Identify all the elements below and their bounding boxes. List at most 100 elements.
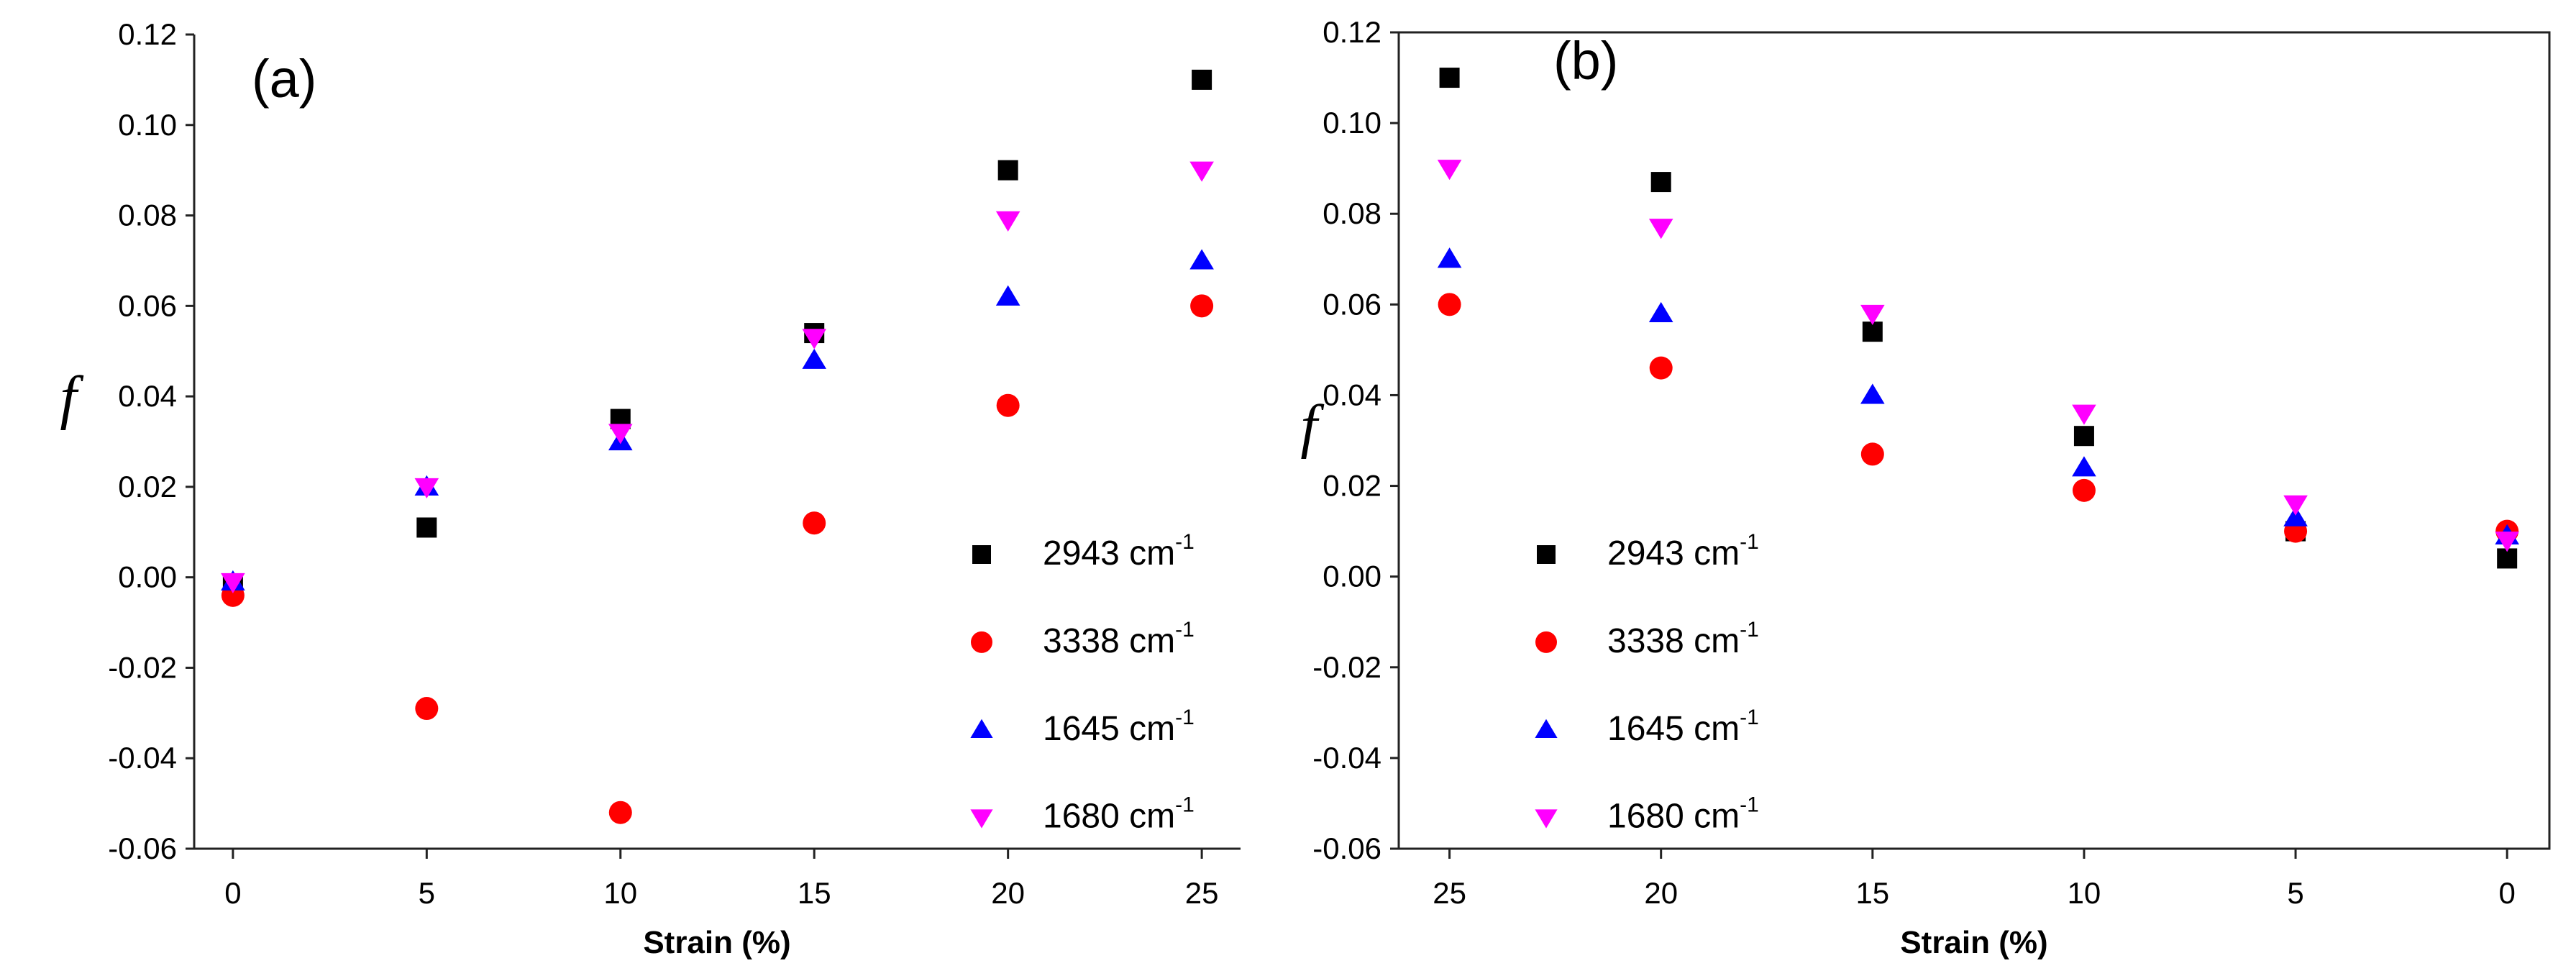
legend-label-main: 3338 cm [1043, 622, 1175, 660]
series-triangle-down [1437, 160, 2519, 552]
panel-label: (a) [252, 49, 316, 109]
legend-label-sup: -1 [1175, 793, 1195, 817]
panel-b: -0.06 -0.04 -0.02 0.00 0.02 0.04 0.06 0.08 0.10 0… [1300, 15, 2551, 960]
legend-label-sup: -1 [1175, 530, 1195, 554]
legend-label-main: 2943 cm [1043, 534, 1175, 573]
data-point [995, 285, 1020, 306]
data-point [1648, 301, 1673, 323]
y-tick-label: 0.02 [118, 470, 177, 503]
legend-label-sup: -1 [1740, 793, 1759, 817]
legend-item: 2943 cm-1 [972, 530, 1195, 573]
data-point [1438, 293, 1461, 316]
series-square [222, 69, 1212, 597]
legend-label-sup: -1 [1175, 618, 1195, 642]
x-tick-label: 20 [1644, 876, 1678, 910]
y-tick-label: 0.10 [118, 108, 177, 142]
y-tick-label: -0.02 [108, 650, 177, 684]
data-point [802, 329, 827, 350]
legend-marker [972, 545, 991, 564]
y-tick-label: 0.04 [1323, 378, 1381, 411]
data-point [1189, 161, 1214, 182]
data-point [1189, 249, 1214, 270]
y-tick-label: 0.02 [1323, 469, 1381, 503]
data-point [416, 517, 437, 538]
x-tick-label: 15 [798, 876, 831, 910]
legend-item: 3338 cm-1 [1535, 618, 1759, 660]
legend-item: 3338 cm-1 [971, 618, 1195, 660]
data-point [803, 511, 826, 535]
panel-label: (b) [1553, 31, 1618, 91]
legend-item: 1680 cm-1 [1535, 793, 1759, 836]
legend-label: 1645 cm-1 [1043, 706, 1195, 748]
data-point [802, 348, 827, 369]
legend-label-main: 1645 cm [1607, 710, 1740, 748]
y-tick-label: 0.06 [1323, 287, 1381, 321]
y-tick-label: -0.06 [1312, 831, 1381, 865]
legend-label: 3338 cm-1 [1607, 618, 1759, 660]
y-tick-label: 0.00 [1323, 560, 1381, 593]
legend-label: 1645 cm-1 [1607, 706, 1759, 748]
x-axis-title: Strain (%) [1900, 925, 2047, 960]
y-tick-label: -0.04 [108, 741, 177, 775]
legend-label: 3338 cm-1 [1043, 618, 1195, 660]
series-triangle-up [1437, 247, 2519, 544]
y-tick-label: -0.04 [1312, 741, 1381, 775]
y-tick-label: 0.00 [118, 560, 177, 594]
legend-label-sup: -1 [1740, 618, 1759, 642]
legend-marker [1535, 631, 1557, 653]
legend-label-main: 2943 cm [1607, 534, 1740, 573]
legend-label-main: 1680 cm [1043, 798, 1175, 836]
data-point [2283, 506, 2308, 526]
x-tick-label: 25 [1185, 876, 1219, 910]
legend-label-sup: -1 [1175, 706, 1195, 729]
y-tick-label: 0.06 [118, 288, 177, 322]
data-point [2072, 404, 2096, 425]
legend-label: 1680 cm-1 [1043, 793, 1195, 836]
y-tick-label: 0.04 [118, 379, 177, 413]
data-point [2072, 478, 2096, 502]
series-circle [1438, 293, 2519, 543]
data-point [995, 211, 1020, 232]
data-point [1860, 442, 1884, 466]
data-point [414, 478, 439, 498]
x-axis-title: Strain (%) [643, 925, 790, 960]
x-tick-label: 20 [991, 876, 1025, 910]
legend-marker [970, 719, 993, 738]
legend-item: 1645 cm-1 [970, 706, 1195, 748]
data-point [1860, 304, 1885, 326]
legend-marker [970, 809, 993, 829]
data-point [608, 424, 633, 444]
data-point [1192, 69, 1212, 90]
data-point [2495, 532, 2519, 552]
x-tick-label: 0 [224, 876, 241, 910]
data-point [221, 573, 245, 594]
legend-marker [1535, 809, 1558, 829]
legend-marker [971, 631, 992, 653]
y-tick-label: 0.08 [118, 199, 177, 232]
data-point [608, 801, 632, 824]
plot-frame [1397, 31, 2551, 850]
series-circle [221, 294, 1214, 824]
data-point [1439, 68, 1460, 88]
x-tick-label: 15 [1855, 876, 1889, 910]
x-tick-label: 5 [419, 876, 435, 910]
data-point [1648, 219, 1673, 240]
legend-label-main: 1680 cm [1607, 798, 1740, 836]
y-tick-label: 0.08 [1323, 196, 1381, 230]
legend-item: 2943 cm-1 [1537, 530, 1759, 573]
y-tick-label: 0.10 [1323, 106, 1381, 140]
data-point [1649, 356, 1673, 380]
legend-item: 1645 cm-1 [1535, 706, 1759, 748]
series-square [1439, 68, 2518, 569]
data-point [1437, 160, 1462, 181]
data-point [1650, 172, 1671, 193]
x-tick-label: 25 [1433, 876, 1466, 910]
x-tick-label: 5 [2287, 876, 2303, 910]
legend-label: 1680 cm-1 [1607, 793, 1759, 836]
legend-label: 2943 cm-1 [1607, 530, 1759, 573]
y-tick-label: -0.02 [1312, 650, 1381, 684]
y-axis-title: f [60, 364, 84, 431]
legend-item: 1680 cm-1 [970, 793, 1195, 836]
